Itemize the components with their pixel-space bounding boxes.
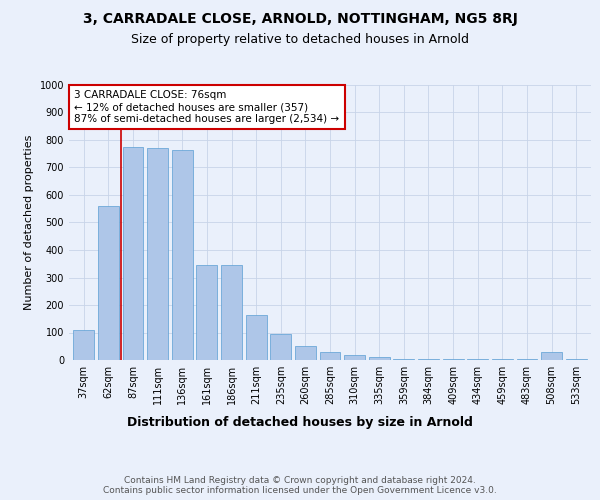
Text: Size of property relative to detached houses in Arnold: Size of property relative to detached ho… [131,32,469,46]
Bar [541,352,562,360]
Bar [196,265,217,360]
Bar [566,358,587,360]
Bar [98,206,119,360]
Bar [221,265,242,360]
Bar [295,346,316,360]
Bar [443,358,464,360]
Bar [245,314,266,360]
Bar [320,352,340,360]
Bar [172,150,193,360]
Text: Distribution of detached houses by size in Arnold: Distribution of detached houses by size … [127,416,473,429]
Bar [394,358,415,360]
Bar [122,147,143,360]
Bar [418,358,439,360]
Bar [147,148,168,360]
Bar [73,330,94,360]
Bar [369,357,390,360]
Bar [467,358,488,360]
Bar [270,334,291,360]
Bar [492,358,513,360]
Text: 3, CARRADALE CLOSE, ARNOLD, NOTTINGHAM, NG5 8RJ: 3, CARRADALE CLOSE, ARNOLD, NOTTINGHAM, … [83,12,517,26]
Y-axis label: Number of detached properties: Number of detached properties [24,135,34,310]
Bar [344,354,365,360]
Bar [517,358,538,360]
Text: 3 CARRADALE CLOSE: 76sqm
← 12% of detached houses are smaller (357)
87% of semi-: 3 CARRADALE CLOSE: 76sqm ← 12% of detach… [74,90,340,124]
Text: Contains HM Land Registry data © Crown copyright and database right 2024.
Contai: Contains HM Land Registry data © Crown c… [103,476,497,495]
